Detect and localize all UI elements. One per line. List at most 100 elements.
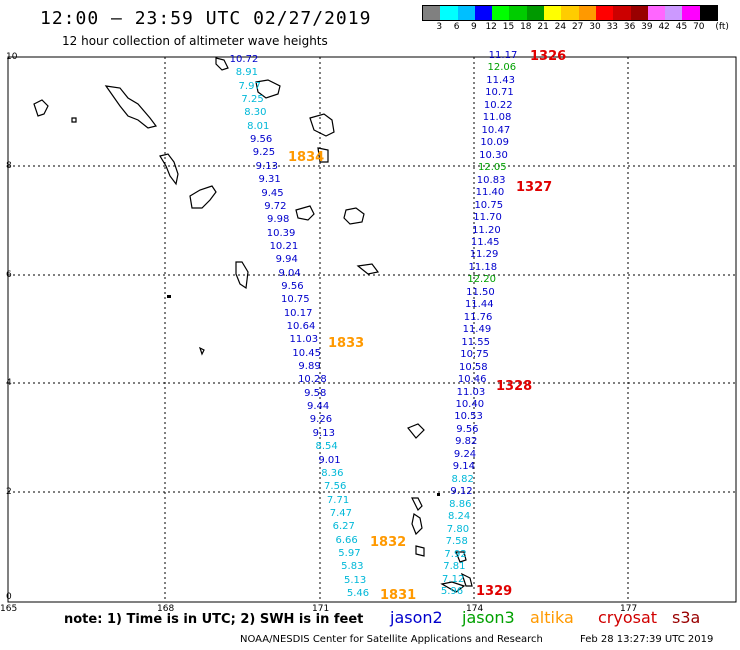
swh-value-label: 11.18	[468, 261, 498, 273]
swh-value-label: 10.09	[480, 137, 510, 149]
scale-swatch	[578, 6, 596, 20]
swh-value-label: 11.29	[469, 249, 499, 261]
scale-label: 39	[641, 22, 653, 32]
swh-value-label: 9.01	[318, 454, 341, 466]
time-label-1326: 1326	[530, 49, 567, 64]
color-scale-labels: 3 6 9 12 15 18 21 24 27 30 33 36 39 42 45 70 (ft)	[422, 22, 740, 34]
swh-value-label: 9.13	[312, 427, 335, 439]
swh-value-label: 10.47	[481, 124, 511, 136]
swh-value-label: 6.27	[332, 521, 355, 533]
swh-value-label: 10.28	[298, 374, 327, 386]
swh-value-label: 9.13	[255, 160, 278, 172]
x-tick-label: 168	[157, 604, 175, 614]
swh-value-label: 11.50	[466, 286, 495, 298]
scale-swatch	[647, 6, 666, 20]
x-tick-label: 171	[312, 604, 330, 614]
swh-value-label: 9.98	[267, 214, 290, 226]
scale-label: 3	[436, 22, 443, 32]
swh-value-label: 9.82	[455, 436, 478, 448]
scale-label: 6	[453, 22, 460, 32]
generated-timestamp: Feb 28 13:27:39 UTC 2019	[580, 634, 714, 645]
credit-line: NOAA/NESDIS Center for Satellite Applica…	[240, 634, 543, 645]
legend-jason2: jason2	[390, 608, 443, 627]
swh-value-label: 5.13	[344, 574, 367, 586]
time-label-1833: 1833	[328, 336, 365, 351]
swh-value-label: 10.72	[229, 54, 259, 65]
scale-swatch	[665, 6, 683, 20]
swh-value-label: 10.40	[455, 399, 485, 411]
swh-value-label: 5.83	[341, 561, 364, 573]
y-tick-label: 2	[6, 487, 12, 497]
swh-value-label: 8.24	[447, 511, 471, 523]
swh-value-label: 10.17	[283, 307, 313, 319]
scale-label: 24	[554, 22, 567, 32]
legend-jason3: jason3	[462, 608, 515, 627]
x-tick-label: 177	[620, 604, 638, 614]
scale-label: 42	[658, 22, 670, 32]
y-tick-label: 8	[6, 161, 12, 171]
x-tick-label: 165	[0, 604, 18, 614]
x-tick-label: 174	[466, 604, 484, 614]
swh-value-label: 10.22	[483, 99, 513, 111]
scale-label: 27	[571, 22, 584, 32]
scale-label: 9	[471, 22, 477, 32]
swh-value-label: 5.46	[346, 588, 370, 599]
swh-value-label: 11.55	[461, 336, 491, 348]
scale-label: 21	[537, 22, 549, 32]
swh-value-label: 5.97	[338, 547, 361, 559]
y-tick-label: 0	[6, 592, 12, 602]
swh-value-label: 11.08	[482, 112, 512, 124]
swh-value-label: 9.12	[450, 486, 473, 498]
swh-value-label: 9.89	[298, 361, 321, 373]
scale-swatch	[457, 6, 475, 20]
time-label-1327: 1327	[516, 180, 553, 195]
swh-value-label: 11.20	[472, 224, 501, 236]
swh-value-label: 8.82	[451, 473, 474, 485]
swh-value-label: 10.46	[457, 374, 487, 386]
swh-value-label: 9.44	[306, 401, 330, 413]
legend-altika: altika	[530, 608, 574, 627]
swh-value-label: 11.49	[462, 324, 492, 336]
swh-value-label: 9.25	[252, 147, 276, 159]
swh-value-label: 12.20	[467, 274, 496, 286]
scale-swatch	[526, 6, 545, 20]
swh-value-label: 9.26	[309, 414, 333, 426]
map-title: 12:00 – 23:59 UTC 02/27/2019	[40, 8, 372, 29]
swh-value-label: 10.75	[474, 199, 504, 211]
scale-label: 45	[675, 22, 688, 32]
swh-value-label: 9.72	[264, 200, 287, 212]
swh-value-label: 7.97	[238, 80, 261, 92]
swh-value-label: 11.76	[463, 311, 493, 323]
swh-value-label: 11.40	[475, 187, 505, 199]
swh-value-label: 9.58	[304, 387, 327, 399]
swh-value-label: 10.39	[266, 227, 296, 239]
time-label-1834: 1834	[288, 150, 325, 165]
swh-value-label: 10.75	[280, 294, 310, 306]
swh-value-label: 9.56	[281, 280, 304, 292]
scale-label: 12	[485, 22, 497, 32]
legend-cryosat: cryosat	[598, 608, 658, 627]
graticule	[8, 57, 736, 602]
swh-value-label: 9.56	[456, 423, 479, 435]
scale-swatch	[613, 6, 631, 20]
scale-label: 18	[520, 22, 532, 32]
swh-value-label: 8.01	[247, 120, 270, 132]
scale-label: 33	[606, 22, 619, 32]
swh-value-label: 10.30	[479, 149, 508, 161]
y-tick-label: 4	[6, 378, 12, 388]
swh-value-label: 9.94	[275, 254, 298, 266]
scale-label: 70	[693, 22, 705, 32]
swh-value-label: 9.45	[261, 187, 284, 199]
swh-value-label: 8.91	[235, 67, 258, 79]
swh-value-label: 8.54	[315, 441, 338, 453]
swh-value-label: 7.56	[324, 481, 347, 493]
swh-value-label: 7.12	[442, 573, 465, 585]
swh-value-label: 7.71	[326, 494, 350, 506]
scale-label: 36	[623, 22, 636, 32]
legend-s3a: s3a	[672, 608, 701, 627]
scale-swatch	[682, 6, 700, 20]
swh-value-label: 10.53	[454, 411, 483, 423]
scale-swatch	[440, 6, 458, 20]
scale-swatch	[423, 6, 441, 20]
